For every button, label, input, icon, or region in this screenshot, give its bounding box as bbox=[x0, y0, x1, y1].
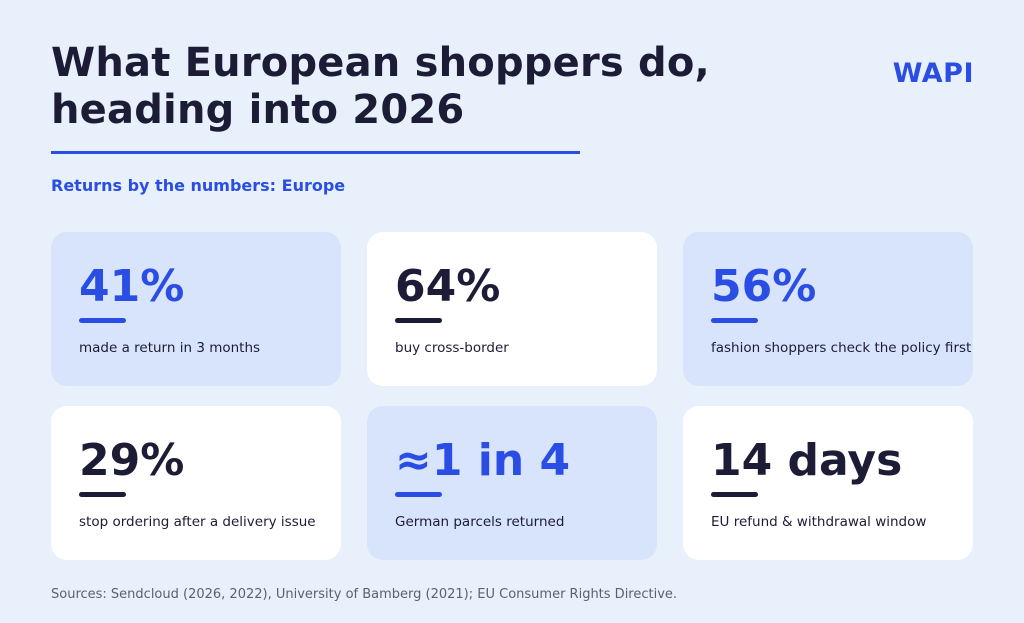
stat-label: stop ordering after a delivery issue bbox=[79, 514, 316, 530]
stat-label: made a return in 3 months bbox=[79, 340, 261, 356]
accent-bar bbox=[711, 492, 758, 497]
stat-card-policy-check: 56% fashion shoppers check the policy fi… bbox=[683, 232, 973, 386]
stat-value: 29% bbox=[79, 435, 185, 486]
brand-logo: WAPI bbox=[892, 58, 974, 89]
accent-bar bbox=[79, 492, 126, 497]
stat-value: 64% bbox=[395, 261, 501, 312]
sources-footnote: Sources: Sendcloud (2026, 2022), Univers… bbox=[51, 587, 678, 602]
stat-value: 41% bbox=[79, 261, 185, 312]
stat-label: fashion shoppers check the policy first bbox=[711, 340, 972, 356]
title-underline bbox=[51, 151, 580, 154]
stat-label: EU refund & withdrawal window bbox=[711, 514, 927, 530]
accent-bar bbox=[395, 318, 442, 323]
stat-card-delivery-issue: 29% stop ordering after a delivery issue bbox=[51, 406, 341, 560]
page-title: What European shoppers do, heading into … bbox=[51, 40, 751, 134]
stat-value: 14 days bbox=[711, 435, 903, 486]
stats-grid: 41% made a return in 3 months 64% buy cr… bbox=[51, 232, 973, 560]
title-line-2: heading into 2026 bbox=[51, 87, 465, 133]
title-line-1: What European shoppers do, bbox=[51, 40, 710, 86]
stat-card-cross-border: 64% buy cross-border bbox=[367, 232, 657, 386]
accent-bar bbox=[79, 318, 126, 323]
stat-card-refund-window: 14 days EU refund & withdrawal window bbox=[683, 406, 973, 560]
stat-value: 56% bbox=[711, 261, 817, 312]
accent-bar bbox=[395, 492, 442, 497]
stat-value: ≈1 in 4 bbox=[395, 435, 571, 486]
stat-label: German parcels returned bbox=[395, 514, 565, 530]
stat-label: buy cross-border bbox=[395, 340, 509, 356]
accent-bar bbox=[711, 318, 758, 323]
stat-card-german-parcels: ≈1 in 4 German parcels returned bbox=[367, 406, 657, 560]
section-subtitle: Returns by the numbers: Europe bbox=[51, 176, 346, 195]
stat-card-returns: 41% made a return in 3 months bbox=[51, 232, 341, 386]
